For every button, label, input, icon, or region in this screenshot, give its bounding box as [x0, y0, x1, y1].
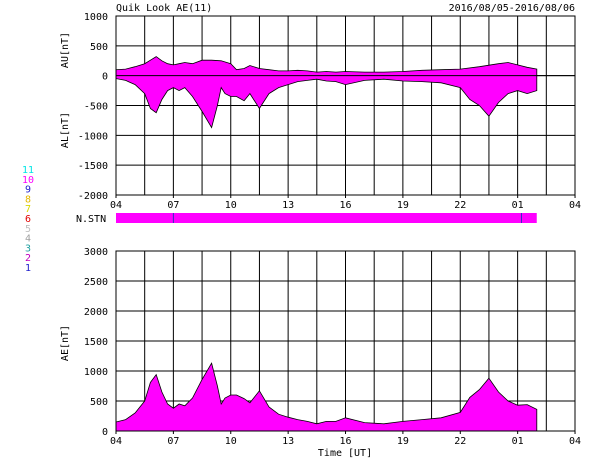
station-legend-entry: 9	[25, 185, 31, 196]
y-tick-label: 500	[90, 397, 108, 408]
x-tick-label: 22	[454, 436, 466, 447]
x-tick-label: 07	[167, 200, 179, 211]
station-legend-entry: 3	[25, 243, 31, 254]
ae-axis-label: AE[nT]	[60, 325, 71, 361]
x-tick-label: 22	[454, 200, 466, 211]
x-tick-label: 19	[397, 200, 409, 211]
station-legend-entry: 2	[25, 253, 31, 264]
date-range: 2016/08/05-2016/08/06	[449, 3, 575, 14]
y-tick-label: 1500	[84, 337, 108, 348]
ae-area	[115, 362, 538, 432]
x-tick-label: 01	[512, 436, 524, 447]
x-tick-label: 16	[339, 200, 351, 211]
x-tick-label: 04	[110, 436, 122, 447]
station-legend-entry: 1	[25, 263, 31, 274]
al-area	[115, 75, 538, 129]
x-tick-label: 07	[167, 436, 179, 447]
al-axis-label: AL[nT]	[60, 112, 71, 148]
x-tick-label: 13	[282, 200, 294, 211]
y-tick-label: 0	[102, 427, 108, 438]
y-tick-label: -1500	[78, 161, 108, 172]
y-tick-label: 3000	[84, 247, 108, 258]
x-tick-label: 04	[569, 200, 581, 211]
station-legend-entry: 5	[25, 224, 31, 235]
station-count-segment	[116, 213, 537, 223]
y-tick-label: -2000	[78, 191, 108, 202]
station-legend-entry: 7	[25, 204, 31, 215]
x-tick-label: 04	[569, 436, 581, 447]
station-bar	[116, 213, 537, 223]
x-tick-label: 19	[397, 436, 409, 447]
y-tick-label: -1000	[78, 131, 108, 142]
y-tick-label: 500	[90, 42, 108, 53]
x-tick-label: 04	[110, 200, 122, 211]
x-tick-label: 01	[512, 200, 524, 211]
y-tick-label: 0	[102, 72, 108, 83]
y-tick-label: 2000	[84, 307, 108, 318]
x-tick-label: 10	[225, 200, 237, 211]
station-legend-entry: 11	[22, 165, 34, 176]
station-legend-entry: 6	[25, 214, 31, 225]
au-area	[115, 56, 538, 77]
au-axis-label: AU[nT]	[60, 32, 71, 68]
x-axis-title: Time [UT]	[318, 448, 372, 459]
station-legend-entry: 8	[25, 194, 31, 205]
station-count-label: N.STN	[76, 214, 106, 225]
chart-title: Quik Look AE(11)	[116, 3, 212, 14]
y-tick-label: 1000	[84, 367, 108, 378]
x-tick-label: 10	[225, 436, 237, 447]
y-tick-label: 2500	[84, 277, 108, 288]
y-tick-label: 1000	[84, 12, 108, 23]
station-legend-entry: 4	[25, 234, 31, 245]
station-legend-entry: 10	[22, 175, 34, 186]
x-tick-label: 13	[282, 436, 294, 447]
y-tick-label: -500	[84, 102, 108, 113]
x-tick-label: 16	[339, 436, 351, 447]
